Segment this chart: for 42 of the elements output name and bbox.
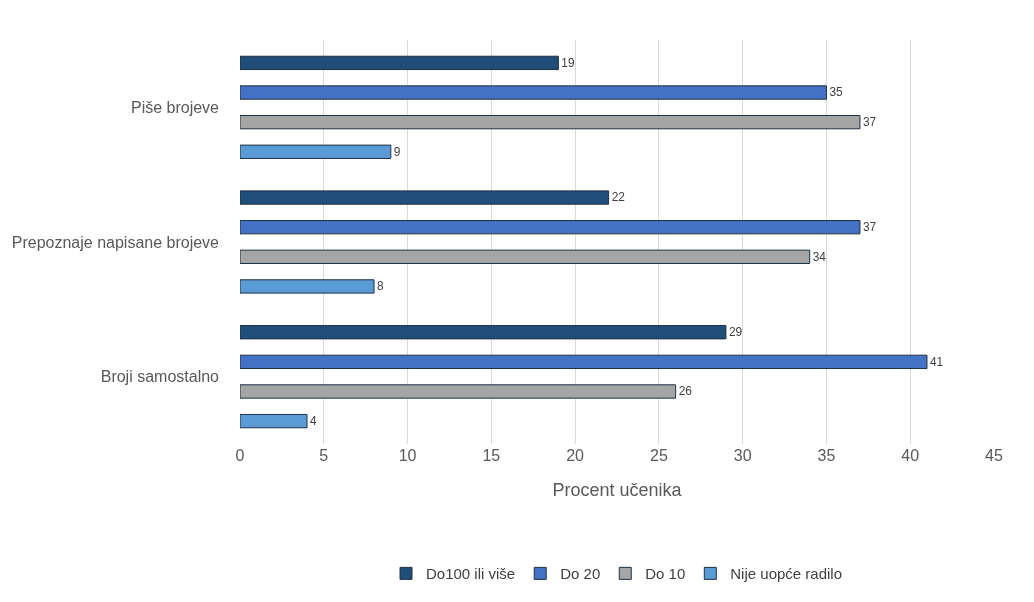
x-tick-label: 45	[985, 447, 1003, 464]
bar	[240, 55, 559, 71]
legend-label: Do100 ili više	[426, 565, 516, 583]
data-label: 35	[829, 85, 844, 100]
data-label: 41	[929, 354, 944, 369]
bar	[240, 354, 928, 370]
data-label: 4	[310, 413, 318, 428]
data-label: 37	[862, 115, 877, 129]
data-label: 37	[862, 220, 877, 235]
y-tick-label: Prepoznaje napisane brojeve	[11, 233, 220, 251]
x-tick-label: 40	[901, 447, 920, 464]
bar	[240, 85, 827, 100]
data-label: 9	[393, 144, 401, 159]
x-tick-label: 0	[235, 447, 245, 464]
legend-label: Nije uopće radilo	[730, 565, 843, 583]
x-tick-label: 10	[398, 447, 417, 464]
data-label: 19	[561, 55, 575, 70]
x-tick-label: 30	[733, 447, 752, 464]
bar	[240, 384, 677, 399]
x-tick-label: 15	[482, 447, 501, 464]
data-label: 22	[611, 190, 626, 205]
bar	[240, 279, 375, 294]
x-tick-label: 20	[566, 447, 585, 464]
data-label: 8	[377, 279, 385, 294]
legend-label: Do 20	[560, 565, 601, 583]
legend-label: Do 10	[645, 565, 686, 583]
bar	[240, 114, 861, 130]
data-label: 34	[812, 249, 827, 264]
x-tick-label: 5	[319, 447, 329, 464]
bar	[240, 190, 610, 205]
bar	[240, 413, 308, 429]
data-label: 26	[678, 384, 693, 399]
bar	[240, 249, 811, 264]
x-tick-label: 35	[817, 447, 836, 464]
y-tick-label: Broji samostalno	[100, 368, 220, 386]
data-label: 29	[728, 325, 743, 340]
bar	[240, 220, 861, 235]
x-axis-title: Procent učenika	[552, 480, 683, 501]
y-tick-label: Piše brojeve	[130, 98, 220, 116]
bar	[240, 144, 392, 159]
bar	[240, 325, 727, 340]
x-tick-label: 25	[649, 447, 668, 464]
